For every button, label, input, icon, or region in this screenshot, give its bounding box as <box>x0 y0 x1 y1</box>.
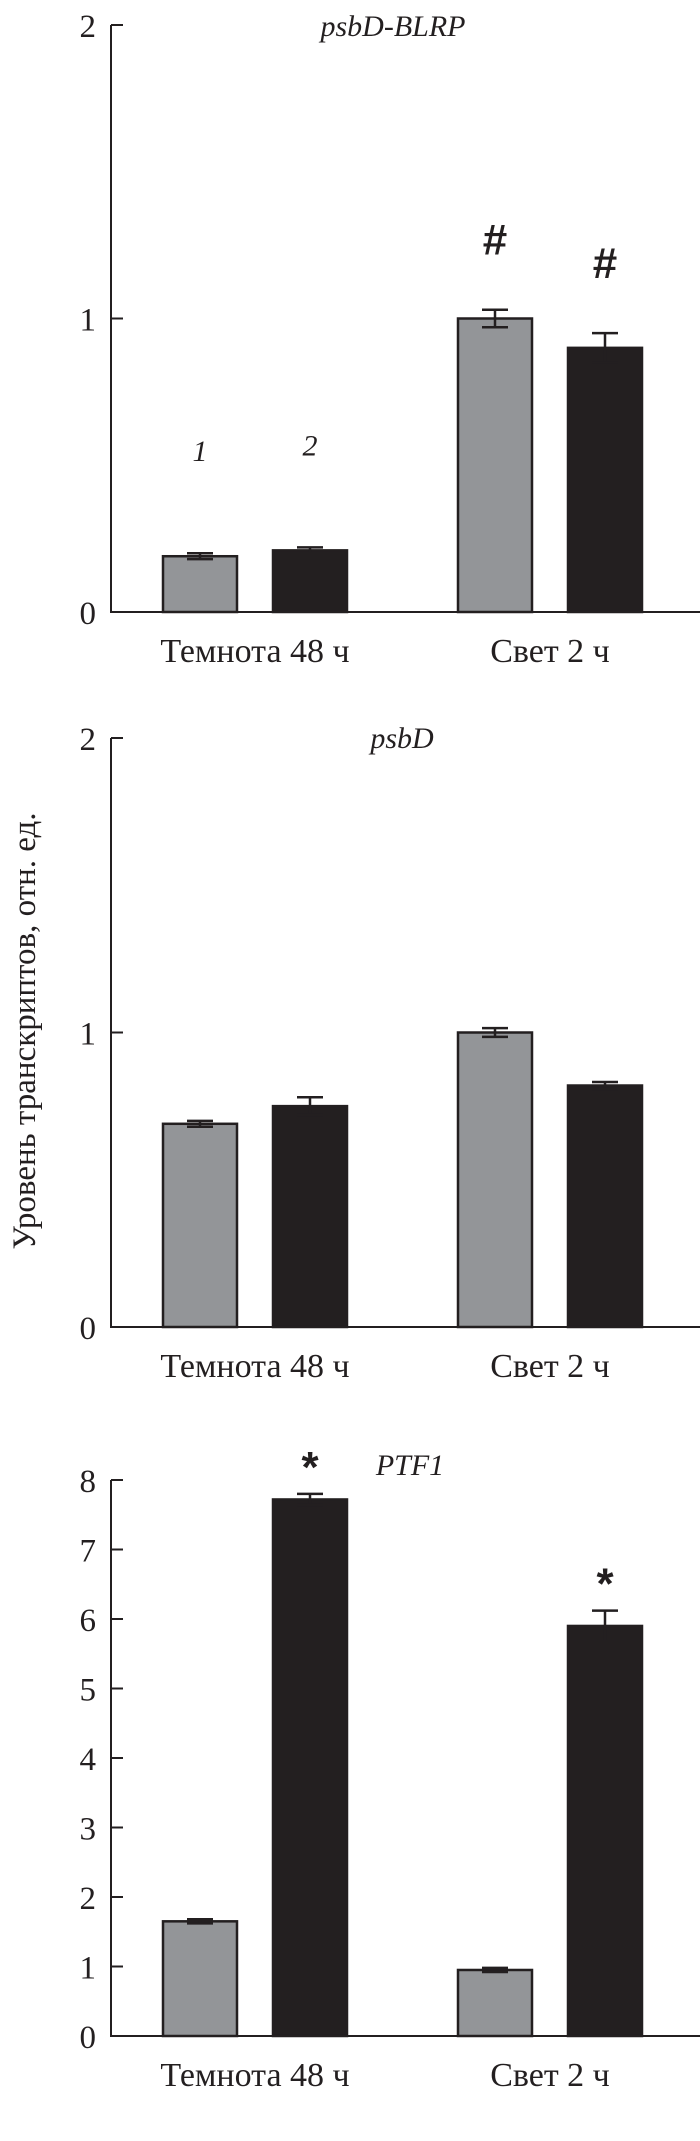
bar <box>271 549 349 614</box>
y-tick-label: 4 <box>80 1742 97 1778</box>
x-category-label: Темнота 48 ч <box>160 633 349 670</box>
x-category-label: Свет 2 ч <box>490 2057 610 2094</box>
significance-marker: * <box>301 1443 319 1492</box>
panel-title: psbD <box>368 722 434 755</box>
y-tick-label: 1 <box>80 1951 97 1987</box>
bar <box>456 1968 534 2038</box>
y-tick-label: 8 <box>80 1464 97 1500</box>
bar <box>456 1031 534 1329</box>
bar <box>271 1498 349 2038</box>
significance-marker: # <box>593 239 617 288</box>
series-label: 2 <box>303 429 318 462</box>
bar <box>566 346 644 614</box>
bar <box>566 1084 644 1329</box>
bar <box>161 1920 239 2038</box>
bar <box>271 1104 349 1329</box>
bar <box>566 1624 644 2038</box>
y-tick-label: 0 <box>80 1311 97 1347</box>
significance-marker: * <box>596 1560 614 1609</box>
y-tick-label: 2 <box>80 9 97 45</box>
y-tick-label: 1 <box>80 303 97 339</box>
y-tick-label: 3 <box>80 1812 97 1848</box>
y-tick-label: 7 <box>80 1534 97 1570</box>
y-tick-label: 2 <box>80 1881 97 1917</box>
panel-title: PTF1 <box>375 1449 444 1482</box>
y-tick-label: 0 <box>80 596 97 632</box>
y-tick-label: 0 <box>80 2020 97 2056</box>
x-category-label: Темнота 48 ч <box>160 1348 349 1385</box>
bar <box>456 317 534 614</box>
y-tick-label: 2 <box>80 722 97 758</box>
y-axis-label: Уровень транскриптов, отн. ед. <box>7 812 43 1249</box>
bar <box>161 1122 239 1329</box>
y-tick-label: 1 <box>80 1017 97 1053</box>
x-category-label: Свет 2 ч <box>490 1348 610 1385</box>
series-label: 1 <box>193 435 208 468</box>
x-category-label: Темнота 48 ч <box>160 2057 349 2094</box>
panel-title: psbD-BLRP <box>319 10 466 43</box>
x-category-label: Свет 2 ч <box>490 633 610 670</box>
y-tick-label: 6 <box>80 1603 97 1639</box>
bar <box>161 554 239 614</box>
y-tick-label: 5 <box>80 1673 97 1709</box>
significance-marker: # <box>483 216 507 265</box>
